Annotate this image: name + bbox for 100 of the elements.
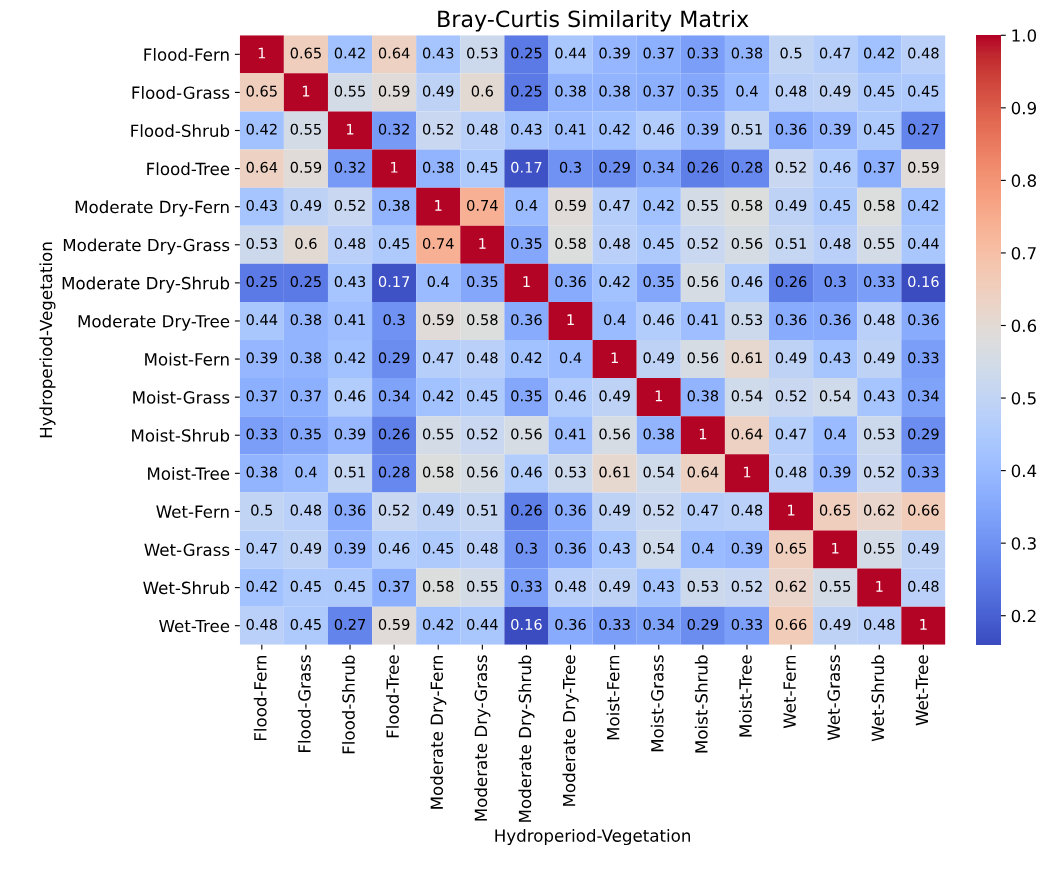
data-label: 0.3 — [559, 161, 581, 173]
x-tick-label: Moist-Shrub — [694, 655, 708, 753]
data-label: 0.42 — [334, 352, 365, 364]
data-label: 0.44 — [467, 618, 498, 630]
data-label: 1 — [611, 352, 618, 364]
color-bar-label: 1.0 — [1012, 29, 1037, 42]
data-label: 1 — [435, 200, 442, 211]
data-label: 0.48 — [775, 85, 807, 97]
data-label: 0.47 — [422, 352, 454, 364]
data-label: 0.49 — [643, 352, 674, 364]
data-label: 0.54 — [819, 390, 851, 402]
data-label: 0.61 — [599, 466, 630, 478]
x-tick-label: Moist-Grass — [650, 655, 664, 752]
data-label: 0.48 — [908, 47, 939, 59]
data-label: 0.53 — [246, 237, 277, 250]
data-label: 0.43 — [599, 542, 630, 554]
data-label: 0.52 — [378, 504, 409, 516]
data-label: 0.56 — [599, 428, 630, 440]
data-label: 0.33 — [908, 352, 939, 364]
data-label: 0.43 — [246, 199, 277, 211]
data-label: 0.46 — [555, 390, 586, 402]
data-label: 0.26 — [687, 161, 719, 173]
data-label: 0.38 — [555, 85, 586, 97]
data-label: 0.65 — [775, 542, 807, 554]
data-label: 0.53 — [864, 428, 895, 440]
data-label: 0.44 — [246, 314, 278, 326]
data-label: 1 — [655, 390, 663, 402]
x-tick-label: Moist-Tree — [738, 655, 752, 737]
data-label: 0.39 — [334, 428, 366, 440]
data-label: 0.38 — [731, 47, 763, 59]
data-label: 0.34 — [643, 618, 675, 630]
data-label: 0.43 — [819, 352, 851, 364]
data-label: 0.43 — [511, 123, 542, 135]
data-label: 0.49 — [775, 199, 807, 211]
data-label: 0.48 — [908, 580, 939, 592]
data-label: 0.43 — [643, 580, 674, 592]
data-label: 0.55 — [467, 580, 498, 592]
data-label: 0.42 — [334, 47, 365, 59]
data-label: 0.16 — [908, 276, 939, 288]
data-label: 0.36 — [555, 618, 586, 630]
data-label: 1 — [346, 123, 354, 135]
data-label: 0.39 — [819, 466, 851, 478]
data-label: 0.42 — [511, 352, 542, 364]
data-label: 0.48 — [246, 618, 278, 630]
data-label: 0.58 — [467, 314, 498, 326]
data-label: 0.56 — [731, 237, 763, 250]
data-label: 0.46 — [334, 390, 366, 402]
data-label: 0.49 — [599, 580, 630, 592]
data-label: 0.45 — [378, 237, 410, 250]
data-label: 0.35 — [290, 428, 321, 440]
data-label: 1 — [832, 542, 839, 554]
data-label: 0.42 — [599, 276, 630, 288]
data-label: 0.28 — [378, 466, 410, 478]
data-label: 0.39 — [334, 542, 366, 554]
data-label: 0.4 — [736, 85, 758, 97]
y-tick-label: Moist-Tree — [148, 467, 230, 480]
data-label: 0.54 — [643, 466, 675, 478]
data-label: 0.64 — [378, 47, 410, 59]
data-label: 0.42 — [864, 47, 895, 59]
y-tick-label: Flood-Fern — [144, 47, 229, 61]
data-label: 0.51 — [731, 123, 762, 135]
data-label: 0.55 — [290, 123, 321, 135]
data-label: 0.39 — [731, 542, 763, 554]
data-label: 0.35 — [687, 85, 718, 97]
data-label: 0.29 — [687, 618, 719, 630]
x-tick-label: Flood-Grass — [297, 655, 311, 752]
data-label: 0.6 — [295, 237, 317, 250]
data-label: 0.43 — [864, 390, 895, 402]
data-label: 0.45 — [422, 542, 454, 554]
data-label: 0.52 — [467, 428, 498, 440]
data-label: 0.56 — [511, 428, 542, 440]
y-axis-title: Hydroperiod-Vegetation — [39, 242, 56, 438]
data-label: 0.25 — [511, 47, 542, 59]
data-label: 0.45 — [819, 199, 851, 211]
data-label: 0.48 — [731, 504, 763, 516]
data-label: 1 — [876, 581, 883, 592]
data-label: 0.34 — [378, 390, 410, 402]
data-label: 0.45 — [467, 390, 498, 402]
data-label: 0.59 — [908, 161, 939, 173]
data-label: 1 — [479, 238, 486, 249]
data-label: 0.52 — [422, 123, 454, 135]
data-label: 0.65 — [819, 504, 851, 516]
data-label: 0.35 — [467, 276, 498, 288]
data-label: 0.42 — [908, 199, 939, 211]
data-label: 0.47 — [819, 47, 851, 59]
data-label: 0.74 — [422, 237, 454, 250]
data-label: 0.41 — [334, 314, 365, 326]
data-label: 0.49 — [422, 85, 454, 97]
data-label: 0.48 — [599, 237, 630, 250]
data-label: 0.49 — [775, 352, 807, 364]
data-label: 0.36 — [334, 504, 366, 516]
data-label: 0.55 — [334, 85, 365, 97]
data-label: 0.66 — [908, 504, 939, 516]
data-label: 0.52 — [864, 466, 895, 478]
data-label: 0.4 — [559, 352, 582, 364]
y-tick-label: Flood-Tree — [147, 162, 230, 176]
data-label: 0.3 — [824, 276, 846, 288]
data-label: 0.48 — [819, 237, 851, 250]
data-label: 0.52 — [731, 580, 762, 592]
x-tick-label: Moderate Dry-Shrub — [518, 655, 535, 822]
